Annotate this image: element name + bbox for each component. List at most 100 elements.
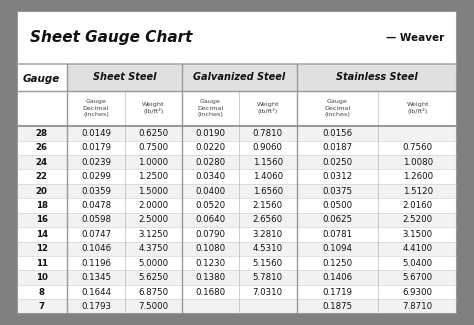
Text: 28: 28 (36, 129, 48, 138)
Bar (17, 270, 457, 285)
Text: 2.0160: 2.0160 (403, 201, 433, 210)
Text: 0.0640: 0.0640 (195, 215, 226, 225)
Text: 7.5000: 7.5000 (138, 302, 168, 311)
Text: 7: 7 (39, 302, 45, 311)
Text: 0.0179: 0.0179 (81, 143, 111, 152)
Bar (17, 169, 457, 184)
Text: 0.0598: 0.0598 (81, 215, 111, 225)
Text: 4.4100: 4.4100 (403, 244, 433, 253)
Bar (17, 241, 457, 256)
Bar (17, 155, 457, 169)
Text: Gauge
Decimal
(inches): Gauge Decimal (inches) (83, 99, 109, 117)
Text: 0.0149: 0.0149 (81, 129, 111, 138)
Text: Sheet Gauge Chart: Sheet Gauge Chart (30, 30, 192, 45)
Text: Sheet Steel: Sheet Steel (93, 72, 156, 82)
Text: Weight
(lb/ft²): Weight (lb/ft²) (407, 102, 429, 114)
Text: Weight
(lb/ft²): Weight (lb/ft²) (256, 102, 279, 114)
Text: 2.1560: 2.1560 (253, 201, 283, 210)
Text: 5.6250: 5.6250 (138, 273, 168, 282)
Bar (182, 91, 239, 126)
Bar (17, 227, 457, 241)
Text: 2.0000: 2.0000 (138, 201, 168, 210)
Text: 0.0156: 0.0156 (322, 129, 352, 138)
Bar (17, 299, 457, 314)
Bar (17, 126, 457, 141)
Text: 4.3750: 4.3750 (138, 244, 168, 253)
Text: 0.1230: 0.1230 (195, 259, 226, 268)
Text: 3.2810: 3.2810 (253, 230, 283, 239)
Bar (297, 91, 378, 126)
Text: 18: 18 (36, 201, 48, 210)
Text: 1.2600: 1.2600 (403, 172, 433, 181)
Text: 0.1046: 0.1046 (81, 244, 111, 253)
Bar (239, 91, 297, 126)
Text: Weight
(lb/ft²): Weight (lb/ft²) (142, 102, 164, 114)
Text: Galvanized Steel: Galvanized Steel (193, 72, 285, 82)
Text: 3.1500: 3.1500 (403, 230, 433, 239)
Text: Gauge: Gauge (23, 74, 60, 84)
Text: 2.5000: 2.5000 (138, 215, 168, 225)
Text: 0.7560: 0.7560 (403, 143, 433, 152)
Text: 0.1793: 0.1793 (81, 302, 111, 311)
Text: 3.1250: 3.1250 (138, 230, 168, 239)
Text: 0.0747: 0.0747 (81, 230, 111, 239)
Text: 0.0790: 0.0790 (196, 230, 226, 239)
Text: 0.0520: 0.0520 (195, 201, 226, 210)
Bar (17, 198, 457, 213)
Text: 0.0280: 0.0280 (195, 158, 226, 167)
Text: 8: 8 (39, 288, 45, 296)
Bar (17, 91, 67, 126)
Text: 1.2500: 1.2500 (138, 172, 168, 181)
Text: 0.1380: 0.1380 (195, 273, 226, 282)
Bar (17, 213, 457, 227)
Text: 1.5120: 1.5120 (403, 187, 433, 196)
Bar (67, 64, 182, 91)
Text: 24: 24 (36, 158, 48, 167)
Text: 6.8750: 6.8750 (138, 288, 168, 296)
Text: 2.6560: 2.6560 (253, 215, 283, 225)
Text: Gauge
Decimal
(inches): Gauge Decimal (inches) (198, 99, 224, 117)
Text: 0.0340: 0.0340 (195, 172, 226, 181)
Text: 0.1875: 0.1875 (322, 302, 352, 311)
Text: 0.1406: 0.1406 (322, 273, 352, 282)
Text: 1.6560: 1.6560 (253, 187, 283, 196)
Text: 0.0299: 0.0299 (81, 172, 111, 181)
Bar (17, 184, 457, 198)
Text: 0.1196: 0.1196 (81, 259, 111, 268)
Text: 22: 22 (36, 172, 48, 181)
Text: Stainless Steel: Stainless Steel (336, 72, 418, 82)
Bar (125, 91, 182, 126)
Text: 0.9060: 0.9060 (253, 143, 283, 152)
Text: 0.0312: 0.0312 (322, 172, 352, 181)
Bar (378, 91, 457, 126)
Text: 5.0400: 5.0400 (403, 259, 433, 268)
Text: 4.5310: 4.5310 (253, 244, 283, 253)
Text: 0.1644: 0.1644 (81, 288, 111, 296)
Text: 0.0220: 0.0220 (195, 143, 226, 152)
Text: 0.0250: 0.0250 (322, 158, 352, 167)
Text: 0.7500: 0.7500 (138, 143, 168, 152)
Text: 5.7810: 5.7810 (253, 273, 283, 282)
Bar (17, 11, 457, 64)
Text: 0.0478: 0.0478 (81, 201, 111, 210)
Text: 0.0375: 0.0375 (322, 187, 352, 196)
Bar (182, 64, 297, 91)
Text: 14: 14 (36, 230, 48, 239)
Text: 10: 10 (36, 273, 48, 282)
Text: 0.1719: 0.1719 (322, 288, 352, 296)
Text: 0.0500: 0.0500 (322, 201, 352, 210)
Text: — Weaver: — Weaver (386, 33, 444, 43)
Text: 0.0625: 0.0625 (322, 215, 352, 225)
Bar (17, 141, 457, 155)
Text: 0.0781: 0.0781 (322, 230, 352, 239)
Text: 0.0187: 0.0187 (322, 143, 352, 152)
Bar (17, 64, 67, 91)
Text: 1.5000: 1.5000 (138, 187, 168, 196)
Bar (17, 285, 457, 299)
Text: 0.1080: 0.1080 (195, 244, 226, 253)
Text: 1.0000: 1.0000 (138, 158, 168, 167)
Text: 0.1250: 0.1250 (322, 259, 352, 268)
Text: 26: 26 (36, 143, 48, 152)
Bar (67, 91, 125, 126)
Text: 0.0239: 0.0239 (81, 158, 111, 167)
